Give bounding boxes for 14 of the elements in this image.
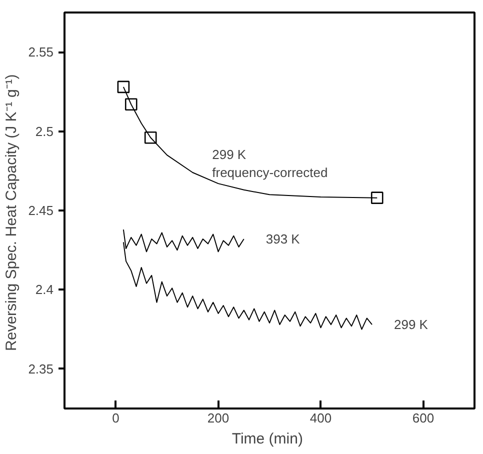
y-tick-label: 2.4 xyxy=(35,282,54,298)
series-label: 393 K xyxy=(266,232,300,247)
x-tick-label: 0 xyxy=(112,410,120,426)
y-tick-label: 2.45 xyxy=(28,203,54,218)
x-tick-label: 400 xyxy=(310,410,332,426)
y-tick-label: 2.35 xyxy=(28,361,54,376)
series-label: 299 K xyxy=(394,317,428,332)
y-tick-label: 2.55 xyxy=(28,44,54,60)
x-tick-label: 600 xyxy=(412,410,434,426)
x-axis-title: Time (min) xyxy=(232,430,303,448)
y-axis-title: Reversing Spec. Heat Capacity (J K⁻¹ g⁻¹) xyxy=(3,74,20,351)
y-tick-label: 2.5 xyxy=(35,124,54,139)
series-label: 299 K frequency-corrected xyxy=(212,146,328,180)
x-tick-label: 200 xyxy=(207,410,230,426)
